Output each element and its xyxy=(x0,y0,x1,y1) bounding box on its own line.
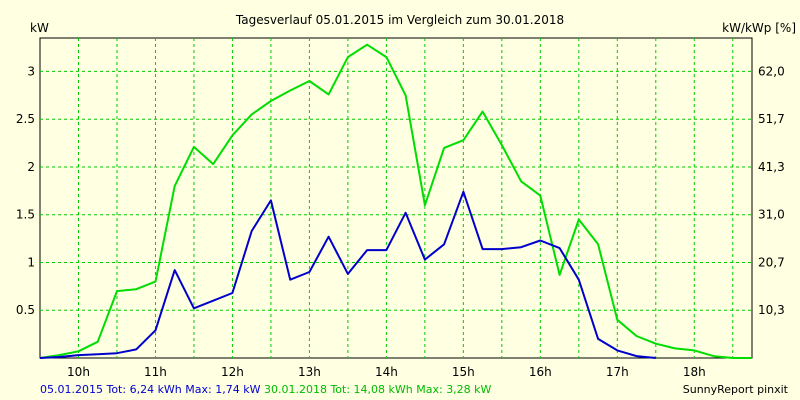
y-right-tick-label: 10,3 xyxy=(758,303,785,317)
series-group xyxy=(39,43,752,359)
footer-credit: SunnyReport pinxit xyxy=(682,383,788,396)
plot-area xyxy=(39,37,753,359)
series-line-05-01-2015 xyxy=(39,190,656,359)
x-tick-label: 10h xyxy=(67,365,90,379)
y-right-tick-label: 62,0 xyxy=(758,64,785,78)
x-tick-label: 18h xyxy=(683,365,706,379)
x-tick-label: 11h xyxy=(144,365,167,379)
gridlines xyxy=(40,38,752,358)
y-left-tick-label: 1 xyxy=(27,255,35,269)
y-left-label: kW xyxy=(30,21,49,35)
axis-ticks: 10h 11h 12h 13h 14h 15h 16h 17h 18h0.511.522.531… xyxy=(16,64,785,379)
x-tick-label: 12h xyxy=(221,365,244,379)
y-right-tick-label: 51,7 xyxy=(758,112,785,126)
x-tick-label: 15h xyxy=(452,365,475,379)
y-left-tick-label: 2.5 xyxy=(16,112,35,126)
footer-blue-summary: 05.01.2015 Tot: 6,24 kWh Max: 1,74 kW xyxy=(40,383,261,396)
x-tick-label: 16h xyxy=(529,365,552,379)
y-left-tick-label: 3 xyxy=(27,64,35,78)
y-right-tick-label: 20,7 xyxy=(758,255,785,269)
x-tick-label: 13h xyxy=(298,365,321,379)
x-tick-label: 14h xyxy=(375,365,398,379)
footer-green-summary: 30.01.2018 Tot: 14,08 kWh Max: 3,28 kW xyxy=(263,383,492,396)
series-line-30-01-2018 xyxy=(39,43,752,359)
x-tick-label: 17h xyxy=(606,365,629,379)
y-right-tick-label: 31,0 xyxy=(758,208,785,222)
y-left-tick-label: 1.5 xyxy=(16,208,35,222)
y-right-tick-label: 41,3 xyxy=(758,160,785,174)
y-right-label: kW/kWp [%] xyxy=(722,21,796,35)
y-left-tick-label: 2 xyxy=(27,160,35,174)
chart-title: Tagesverlauf 05.01.2015 im Vergleich zum… xyxy=(235,13,564,27)
y-left-tick-label: 0.5 xyxy=(16,303,35,317)
footer-summary: 05.01.2015 Tot: 6,24 kWh Max: 1,74 kW 30… xyxy=(40,383,491,396)
